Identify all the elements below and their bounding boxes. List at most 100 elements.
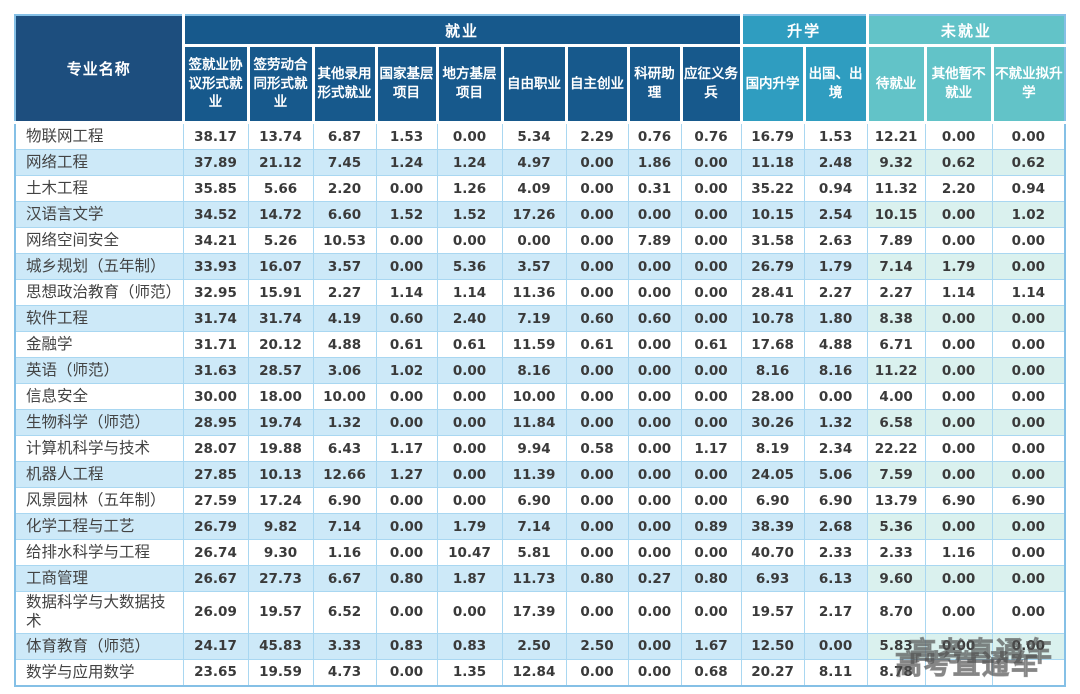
value-cell: 6.52 <box>312 591 377 634</box>
value-cell: 0.62 <box>924 149 993 176</box>
value-cell: 18.00 <box>247 383 314 410</box>
value-cell: 0.00 <box>924 383 993 410</box>
table-row: 给排水科学与工程 26.74 9.30 1.16 0.00 10.47 5.81 0.00 0.… <box>14 539 1066 566</box>
value-cell: 9.60 <box>866 565 926 592</box>
value-cell: 0.00 <box>680 279 742 306</box>
value-cell: 11.36 <box>501 279 567 306</box>
column-header: 其他暂不就业 <box>923 44 994 124</box>
value-cell: 9.30 <box>247 539 314 566</box>
value-cell: 45.83 <box>247 632 314 660</box>
header-columns-row: 签就业协议形式就业 签劳动合同形式就业 其他录用形式就业 国家基层项目 地方基层项目 自由… <box>15 44 1066 124</box>
table-row: 工商管理 26.67 27.73 6.67 0.80 1.87 11.73 0.80 0.27 0… <box>14 565 1066 592</box>
major-name-cell: 数学与应用数学 <box>14 658 184 687</box>
value-cell: 0.62 <box>991 149 1066 176</box>
value-cell: 0.00 <box>627 632 682 660</box>
value-cell: 5.36 <box>866 513 926 540</box>
value-cell: 0.00 <box>436 122 503 150</box>
value-cell: 0.00 <box>565 253 629 280</box>
value-cell: 1.53 <box>803 122 868 150</box>
value-cell: 3.06 <box>312 357 377 384</box>
employment-stats-table-wrap: 专业名称 就业 升学 未就业 签就业协议形式就业 签劳动合同形式就业 其他录用形式就业国… <box>14 14 1067 687</box>
value-cell: 0.00 <box>924 513 993 540</box>
value-cell: 0.00 <box>991 539 1066 566</box>
value-cell: 5.83 <box>866 632 926 660</box>
value-cell: 5.26 <box>247 227 314 254</box>
value-cell: 0.00 <box>627 253 682 280</box>
value-cell: 6.60 <box>312 201 377 228</box>
value-cell: 0.00 <box>924 331 993 358</box>
value-cell: 28.00 <box>740 383 805 410</box>
value-cell: 0.00 <box>991 227 1066 254</box>
value-cell: 6.93 <box>740 565 805 592</box>
value-cell: 31.58 <box>740 227 805 254</box>
column-header: 应征义务兵 <box>679 44 743 124</box>
table-row: 机器人工程 27.85 10.13 12.66 1.27 0.00 11.39 0.00 0.0… <box>14 461 1066 488</box>
value-cell: 10.13 <box>247 461 314 488</box>
value-cell: 4.00 <box>866 383 926 410</box>
value-cell: 1.80 <box>803 305 868 332</box>
value-cell: 6.43 <box>312 435 377 462</box>
value-cell: 0.00 <box>680 149 742 176</box>
value-cell: 10.00 <box>312 383 377 410</box>
value-cell: 0.00 <box>565 149 629 176</box>
value-cell: 19.57 <box>247 591 314 634</box>
table-row: 网络空间安全 34.21 5.26 10.53 0.00 0.00 0.00 0.00 7.89… <box>14 227 1066 254</box>
value-cell: 0.00 <box>991 409 1066 436</box>
value-cell: 1.14 <box>924 279 993 306</box>
value-cell: 33.93 <box>182 253 249 280</box>
value-cell: 7.89 <box>627 227 682 254</box>
column-header: 地方基层项目 <box>435 44 504 124</box>
value-cell: 0.00 <box>436 487 503 514</box>
value-cell: 0.00 <box>627 279 682 306</box>
value-cell: 0.00 <box>375 487 438 514</box>
value-cell: 32.95 <box>182 279 249 306</box>
value-cell: 14.72 <box>247 201 314 228</box>
value-cell: 0.83 <box>436 632 503 660</box>
value-cell: 17.26 <box>501 201 567 228</box>
value-cell: 0.60 <box>627 305 682 332</box>
value-cell <box>924 658 993 687</box>
value-cell: 0.00 <box>991 331 1066 358</box>
table-row: 化学工程与工艺 26.79 9.82 7.14 0.00 1.79 7.14 0.00 0.00… <box>14 513 1066 540</box>
major-name-cell: 城乡规划（五年制） <box>14 253 184 280</box>
value-cell: 6.90 <box>991 487 1066 514</box>
value-cell: 1.86 <box>627 149 682 176</box>
value-cell: 0.00 <box>436 461 503 488</box>
value-cell: 1.32 <box>803 409 868 436</box>
value-cell: 0.00 <box>680 227 742 254</box>
value-cell: 0.00 <box>436 435 503 462</box>
value-cell: 20.27 <box>740 658 805 687</box>
value-cell: 0.80 <box>565 565 629 592</box>
value-cell: 6.71 <box>866 331 926 358</box>
value-cell: 17.39 <box>501 591 567 634</box>
value-cell: 0.00 <box>565 279 629 306</box>
value-cell: 0.00 <box>924 461 993 488</box>
value-cell: 6.90 <box>740 487 805 514</box>
column-header: 出国、出境 <box>802 44 869 124</box>
value-cell: 1.14 <box>375 279 438 306</box>
value-cell: 9.32 <box>866 149 926 176</box>
column-header: 国内升学 <box>739 44 806 124</box>
value-cell: 0.00 <box>991 305 1066 332</box>
value-cell: 0.00 <box>627 383 682 410</box>
column-header: 自由职业 <box>500 44 568 124</box>
value-cell: 1.02 <box>375 357 438 384</box>
value-cell: 13.74 <box>247 122 314 150</box>
value-cell: 1.24 <box>375 149 438 176</box>
value-cell: 9.94 <box>501 435 567 462</box>
table-row: 网络工程 37.89 21.12 7.45 1.24 1.24 4.97 0.00 1.86 0.… <box>14 149 1066 176</box>
value-cell: 10.15 <box>866 201 926 228</box>
table-row: 数学与应用数学 23.65 19.59 4.73 0.00 1.35 12.84 0.00 0.… <box>14 658 1066 687</box>
value-cell: 11.84 <box>501 409 567 436</box>
value-cell: 0.61 <box>565 331 629 358</box>
value-cell: 0.00 <box>375 227 438 254</box>
table-row: 土木工程 35.85 5.66 2.20 0.00 1.26 4.09 0.00 0.31 0.0… <box>14 175 1066 202</box>
value-cell: 1.87 <box>436 565 503 592</box>
value-cell: 0.00 <box>991 383 1066 410</box>
value-cell: 35.85 <box>182 175 249 202</box>
value-cell: 7.59 <box>866 461 926 488</box>
value-cell: 0.00 <box>924 122 993 150</box>
value-cell: 0.00 <box>924 305 993 332</box>
table-row: 软件工程 31.74 31.74 4.19 0.60 2.40 7.19 0.60 0.60 0.… <box>14 305 1066 332</box>
value-cell: 6.90 <box>501 487 567 514</box>
